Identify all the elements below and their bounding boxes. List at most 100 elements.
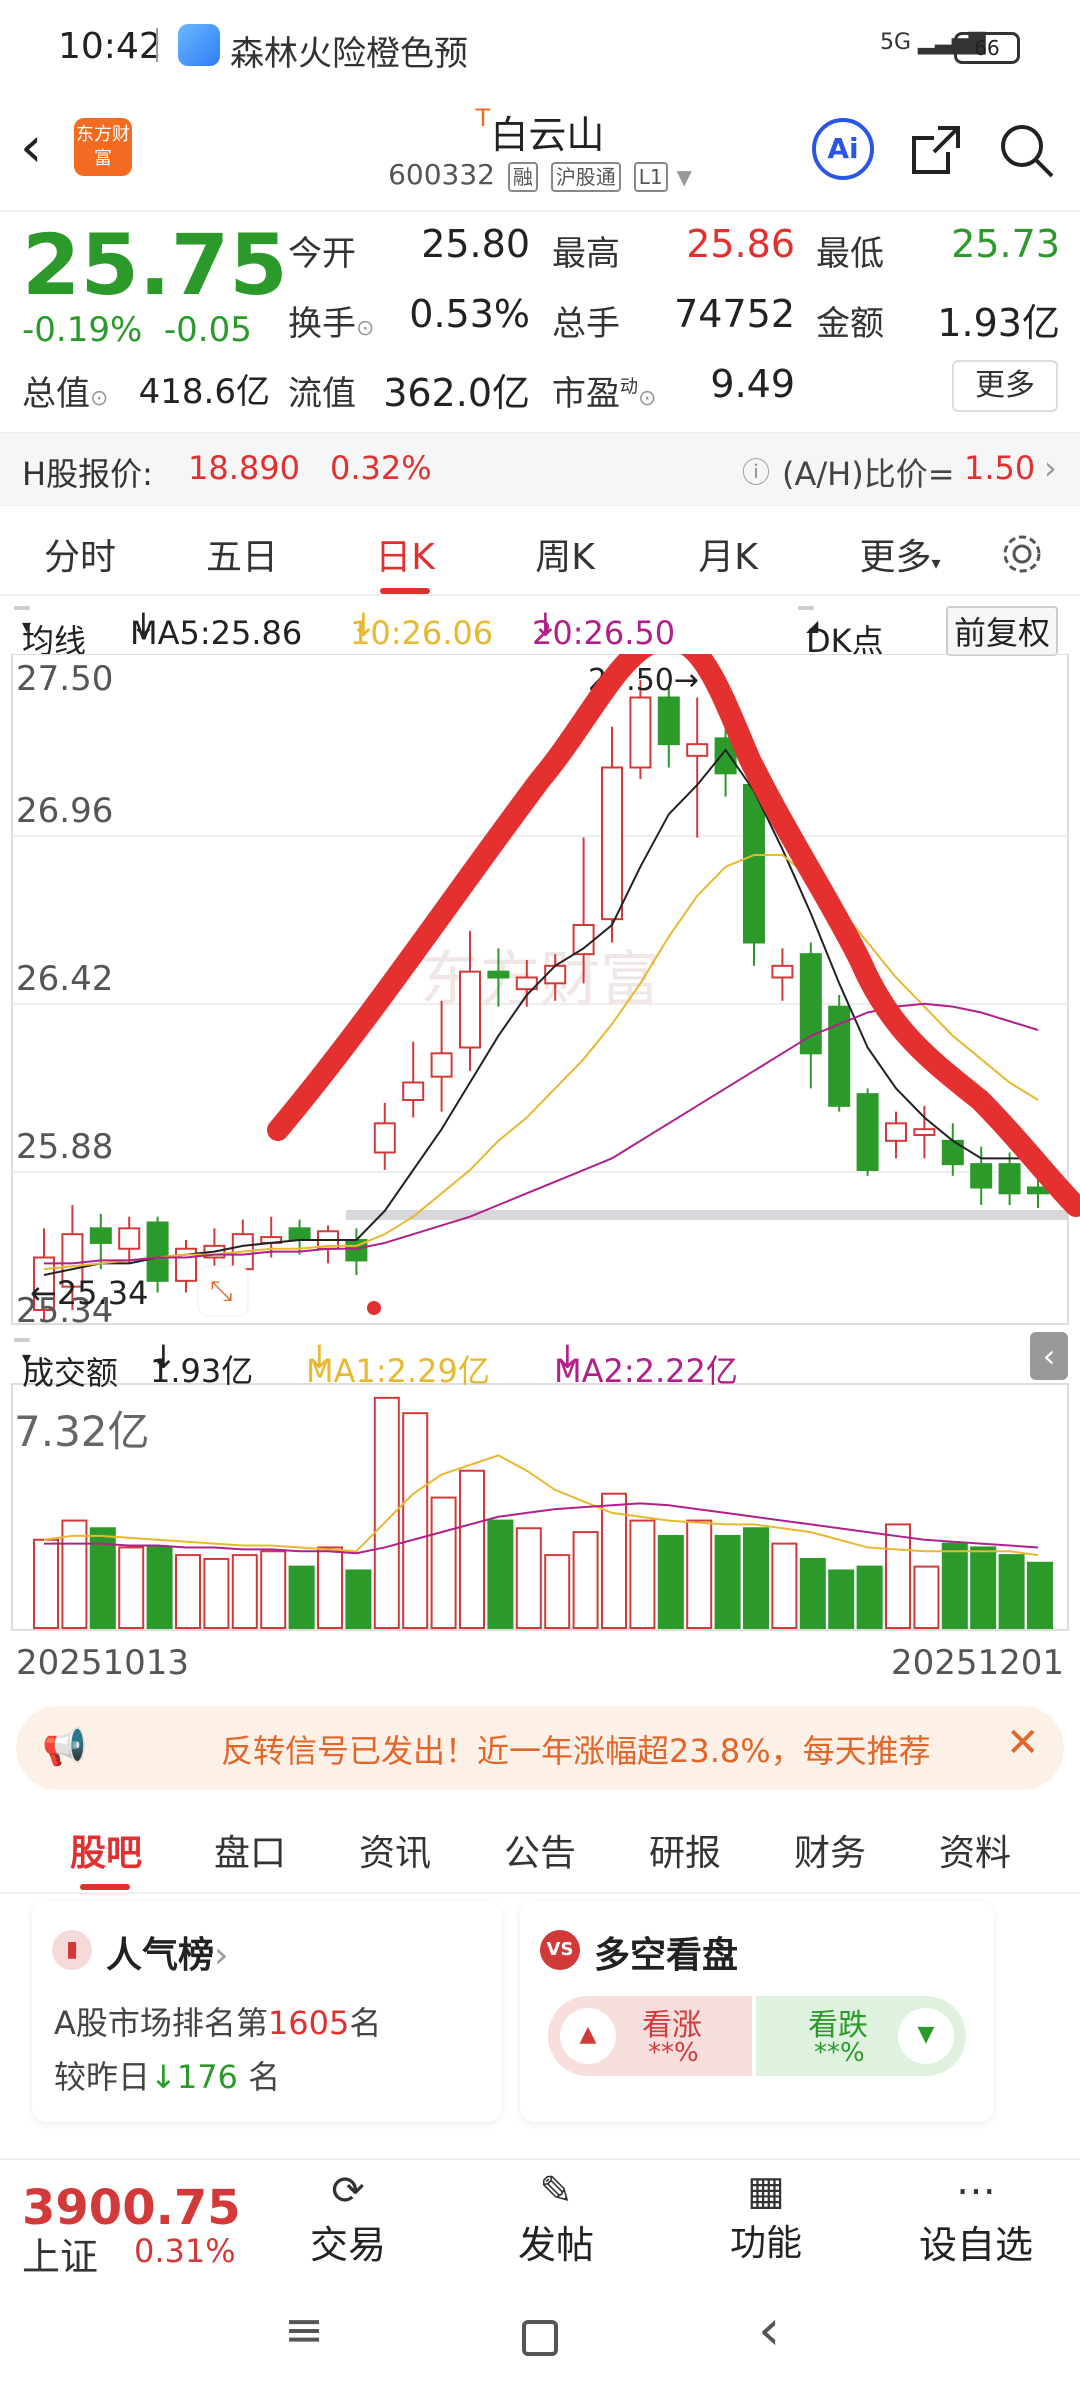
turnover-value: 0.53% (409, 292, 530, 336)
popularity-card[interactable]: ▮ 人气榜› A股市场排名第1605名 较昨日↓176 名 (32, 1902, 502, 2122)
sentiment-card[interactable]: VS 多空看盘 ▲ 看涨 **% 看跌 **% ▼ (520, 1902, 994, 2122)
volume-bar (459, 1469, 485, 1629)
tab-more[interactable]: 更多▾ (859, 537, 941, 578)
bear-button[interactable]: 看跌 **% ▼ (756, 1996, 966, 2076)
share-icon[interactable] (908, 122, 964, 178)
nav-watchlist-label: 设自选 (918, 2223, 1033, 2267)
open-label: 今开 (288, 234, 356, 274)
candle-body (33, 1256, 55, 1311)
arrow-down-icon: ▼ (898, 2008, 954, 2064)
candlestick-chart[interactable]: 东方财富 27.50 26.96 26.42 25.88 25.34 27.50… (0, 654, 1080, 1684)
bull-label: 看涨 (642, 2008, 702, 2043)
notification-app-icon (178, 24, 220, 66)
tab-research[interactable]: 研报 (648, 1833, 721, 1874)
nav-watchlist[interactable]: ⋯ 设自选 (906, 2168, 1046, 2269)
chevron-down-icon[interactable]: ▼ (676, 165, 692, 189)
volume-bar (61, 1519, 88, 1630)
home-icon[interactable] (522, 2320, 558, 2356)
nav-post-label: 发帖 (517, 2223, 594, 2267)
start-date: 20251013 (16, 1643, 189, 1683)
amount-label: 金额 (816, 304, 884, 344)
info-icon[interactable]: ⊙ (90, 386, 109, 411)
tab-five-day[interactable]: 五日 (205, 537, 278, 578)
ma20-line (44, 1002, 1039, 1265)
bull-button[interactable]: ▲ 看涨 **% (548, 1996, 752, 2076)
tab-finance[interactable]: 财务 (793, 1833, 866, 1874)
volume-bar (601, 1492, 627, 1629)
candle-body (885, 1122, 907, 1142)
tab-monthly-k[interactable]: 月K (698, 537, 758, 578)
gear-icon[interactable] (998, 530, 1046, 578)
quote-panel: 25.75 -0.19% -0.05 今开 25.80 最高 25.86 最低 … (0, 210, 1080, 432)
stock-code-row: 600332 融 沪股通 L1 ▼ (0, 158, 1080, 192)
candle-body (913, 1128, 936, 1136)
system-nav-bar: ≡ ‹ (0, 2278, 1080, 2400)
amount-value: 1.93亿 (937, 301, 1060, 345)
arrow-up-icon: ▲ (560, 2008, 616, 2064)
change-percent: -0.19% (22, 310, 143, 350)
more-button[interactable]: 更多 (952, 360, 1058, 412)
volume-selector[interactable]: 成交额 ▾ (14, 1338, 118, 1392)
dk-point-button[interactable]: DK点 ◢ (798, 606, 884, 660)
menu-icon[interactable]: ≡ (284, 2302, 325, 2358)
help-icon[interactable]: ⓘ (742, 456, 771, 489)
candle-body (430, 1052, 453, 1078)
candle-body (544, 964, 567, 985)
ah-ratio-value: 1.50 (964, 449, 1036, 487)
tab-intraday[interactable]: 分时 (43, 537, 116, 578)
tab-forum[interactable]: 股吧 (69, 1833, 142, 1874)
promo-banner[interactable]: 📢 反转信号已发出！近一年涨幅超23.8%，每天推荐 ✕ (16, 1706, 1064, 1790)
candle-body (799, 953, 822, 1055)
tab-daily-k[interactable]: 日K (375, 537, 435, 578)
end-date: 20251201 (891, 1643, 1064, 1683)
ai-assistant-button[interactable]: Ai (812, 118, 874, 180)
volume-bar (799, 1557, 826, 1629)
close-icon[interactable]: ✕ (1006, 1720, 1040, 1766)
adjust-mode-button[interactable]: 前复权 (946, 606, 1059, 656)
volume-bar (771, 1542, 798, 1630)
content-tabs: 股吧 盘口 资讯 公告 研报 财务 资料 (0, 1808, 1080, 1894)
sentiment-title: 多空看盘 (594, 1935, 739, 1976)
candle-body (459, 970, 481, 1049)
nav-post[interactable]: ✎ 发帖 (508, 2168, 604, 2269)
nav-functions[interactable]: ▦ 功能 (718, 2168, 814, 2266)
stock-name: 白云山 (490, 113, 605, 157)
nav-trade[interactable]: ⟳ 交易 (300, 2168, 396, 2269)
divider (996, 1718, 998, 1768)
volume-chart-frame (11, 1383, 1069, 1631)
volume-bar (175, 1554, 201, 1629)
tab-profile[interactable]: 资料 (938, 1833, 1011, 1874)
h-share-pct: 0.32% (330, 449, 432, 487)
info-icon[interactable]: ⊙ (356, 316, 375, 341)
y-tick: 25.34 (16, 1291, 113, 1331)
battery-icon: 66 (954, 32, 1020, 64)
search-icon[interactable] (996, 120, 1056, 180)
index-value[interactable]: 3900.75 (22, 2180, 241, 2236)
info-icon[interactable]: ⊙ (638, 386, 657, 411)
ma-selector[interactable]: 均线 ▾ (14, 606, 86, 660)
candle-body (288, 1227, 311, 1242)
h-share-bar[interactable]: H股报价: 18.890 0.32% ⓘ (A/H)比价= 1.50 › (0, 432, 1080, 506)
expand-icon[interactable] (197, 1265, 249, 1317)
volume-bar (487, 1519, 514, 1630)
volume-bar (260, 1550, 287, 1629)
chart-tabs: 分时 五日 日K 周K 月K 更多▾ (0, 508, 1080, 596)
tab-weekly-k[interactable]: 周K (535, 537, 595, 578)
tab-order-book[interactable]: 盘口 (213, 1833, 286, 1874)
volume-bar (657, 1534, 684, 1630)
stock-code: 600332 (388, 158, 495, 191)
edit-icon: ✎ (539, 2168, 573, 2214)
active-subtab-indicator (80, 1884, 130, 1890)
volume-bar (515, 1527, 542, 1630)
collapse-panel-button[interactable]: ‹ (1030, 1332, 1068, 1380)
tab-news[interactable]: 资讯 (358, 1833, 431, 1874)
back-nav-icon[interactable]: ‹ (758, 2298, 781, 2363)
app-logo[interactable]: 东方财富 (74, 118, 132, 176)
back-button[interactable]: ‹ (20, 115, 43, 180)
candle-body (743, 784, 765, 944)
tag-margin: 融 (507, 162, 538, 192)
index-name[interactable]: 上证 (22, 2235, 99, 2279)
tab-announcements[interactable]: 公告 (503, 1833, 576, 1874)
high-value: 25.86 (686, 222, 795, 266)
nav-trade-label: 交易 (309, 2223, 386, 2267)
